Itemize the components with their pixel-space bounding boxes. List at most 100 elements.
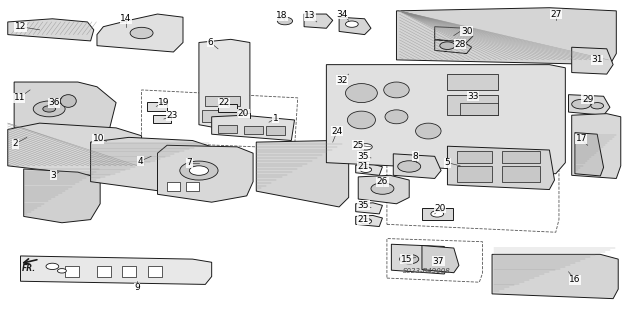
Text: 4: 4: [138, 157, 143, 166]
Bar: [457, 151, 492, 163]
Circle shape: [371, 183, 394, 194]
Polygon shape: [8, 123, 141, 175]
Polygon shape: [326, 65, 565, 174]
Text: 20: 20: [434, 204, 445, 213]
Polygon shape: [157, 145, 253, 202]
Polygon shape: [256, 141, 349, 207]
Text: 19: 19: [158, 98, 170, 107]
Polygon shape: [356, 215, 383, 226]
Circle shape: [189, 166, 209, 175]
Polygon shape: [212, 115, 294, 141]
Text: 27: 27: [550, 10, 561, 19]
Circle shape: [360, 144, 372, 150]
Circle shape: [360, 218, 372, 224]
Circle shape: [277, 17, 292, 25]
Text: 5: 5: [445, 158, 451, 167]
Polygon shape: [575, 133, 604, 176]
Text: 8: 8: [413, 152, 419, 161]
Circle shape: [180, 161, 218, 180]
Bar: [502, 151, 540, 163]
Polygon shape: [358, 175, 409, 204]
Ellipse shape: [385, 110, 408, 124]
Bar: [457, 166, 492, 182]
Circle shape: [33, 101, 65, 117]
Text: 3: 3: [51, 171, 56, 180]
Text: 18: 18: [276, 11, 287, 20]
Text: 1: 1: [273, 114, 278, 123]
Text: 21: 21: [358, 215, 369, 224]
Bar: [202, 109, 244, 122]
Bar: [447, 74, 499, 90]
Text: 35: 35: [358, 152, 369, 161]
Bar: [147, 102, 167, 111]
Bar: [422, 261, 440, 268]
Bar: [186, 182, 199, 191]
Polygon shape: [304, 14, 333, 28]
Polygon shape: [24, 169, 100, 223]
Polygon shape: [91, 137, 212, 191]
Text: 30: 30: [461, 27, 472, 36]
Bar: [218, 125, 237, 133]
Circle shape: [43, 106, 56, 112]
Polygon shape: [435, 27, 473, 42]
Ellipse shape: [60, 95, 76, 107]
Polygon shape: [356, 203, 383, 214]
Polygon shape: [447, 146, 554, 189]
Polygon shape: [572, 114, 621, 178]
Circle shape: [46, 263, 59, 270]
Text: 31: 31: [591, 56, 603, 64]
Circle shape: [397, 161, 420, 172]
Bar: [447, 95, 499, 115]
Ellipse shape: [415, 123, 441, 139]
Polygon shape: [435, 40, 472, 54]
Bar: [422, 208, 452, 219]
Circle shape: [346, 21, 358, 27]
Polygon shape: [97, 14, 183, 52]
Bar: [65, 266, 79, 277]
Circle shape: [440, 42, 455, 49]
Text: 13: 13: [304, 11, 316, 20]
Text: S023-B49008: S023-B49008: [403, 268, 451, 274]
Polygon shape: [339, 17, 371, 34]
Bar: [266, 126, 285, 135]
Text: 21: 21: [358, 162, 369, 171]
Polygon shape: [356, 164, 383, 175]
Text: 33: 33: [467, 92, 479, 101]
Text: 22: 22: [219, 98, 230, 107]
Circle shape: [431, 211, 444, 217]
Bar: [244, 126, 262, 134]
Polygon shape: [568, 95, 610, 115]
Polygon shape: [392, 244, 447, 274]
Circle shape: [572, 100, 591, 109]
Polygon shape: [8, 19, 94, 41]
Circle shape: [399, 254, 419, 264]
Polygon shape: [356, 154, 383, 165]
Text: 7: 7: [186, 158, 192, 167]
Ellipse shape: [348, 111, 376, 129]
Circle shape: [360, 167, 372, 173]
Polygon shape: [355, 139, 381, 154]
Polygon shape: [422, 246, 459, 273]
Polygon shape: [199, 39, 250, 131]
Circle shape: [58, 269, 67, 273]
Bar: [502, 166, 540, 182]
Bar: [237, 113, 250, 118]
Bar: [460, 103, 499, 115]
Bar: [205, 96, 241, 106]
Text: 34: 34: [337, 10, 348, 19]
Text: 9: 9: [134, 283, 140, 292]
Polygon shape: [492, 254, 618, 299]
Polygon shape: [396, 8, 616, 65]
Bar: [218, 104, 237, 112]
Text: 26: 26: [377, 177, 388, 186]
Polygon shape: [20, 256, 212, 285]
Bar: [167, 182, 180, 191]
Text: FR.: FR.: [22, 264, 36, 273]
Text: 11: 11: [13, 93, 25, 102]
Bar: [97, 266, 111, 277]
Text: 23: 23: [166, 111, 178, 120]
Bar: [153, 115, 171, 123]
Text: 25: 25: [353, 141, 364, 150]
Text: 28: 28: [454, 40, 466, 48]
Text: 24: 24: [332, 127, 343, 136]
